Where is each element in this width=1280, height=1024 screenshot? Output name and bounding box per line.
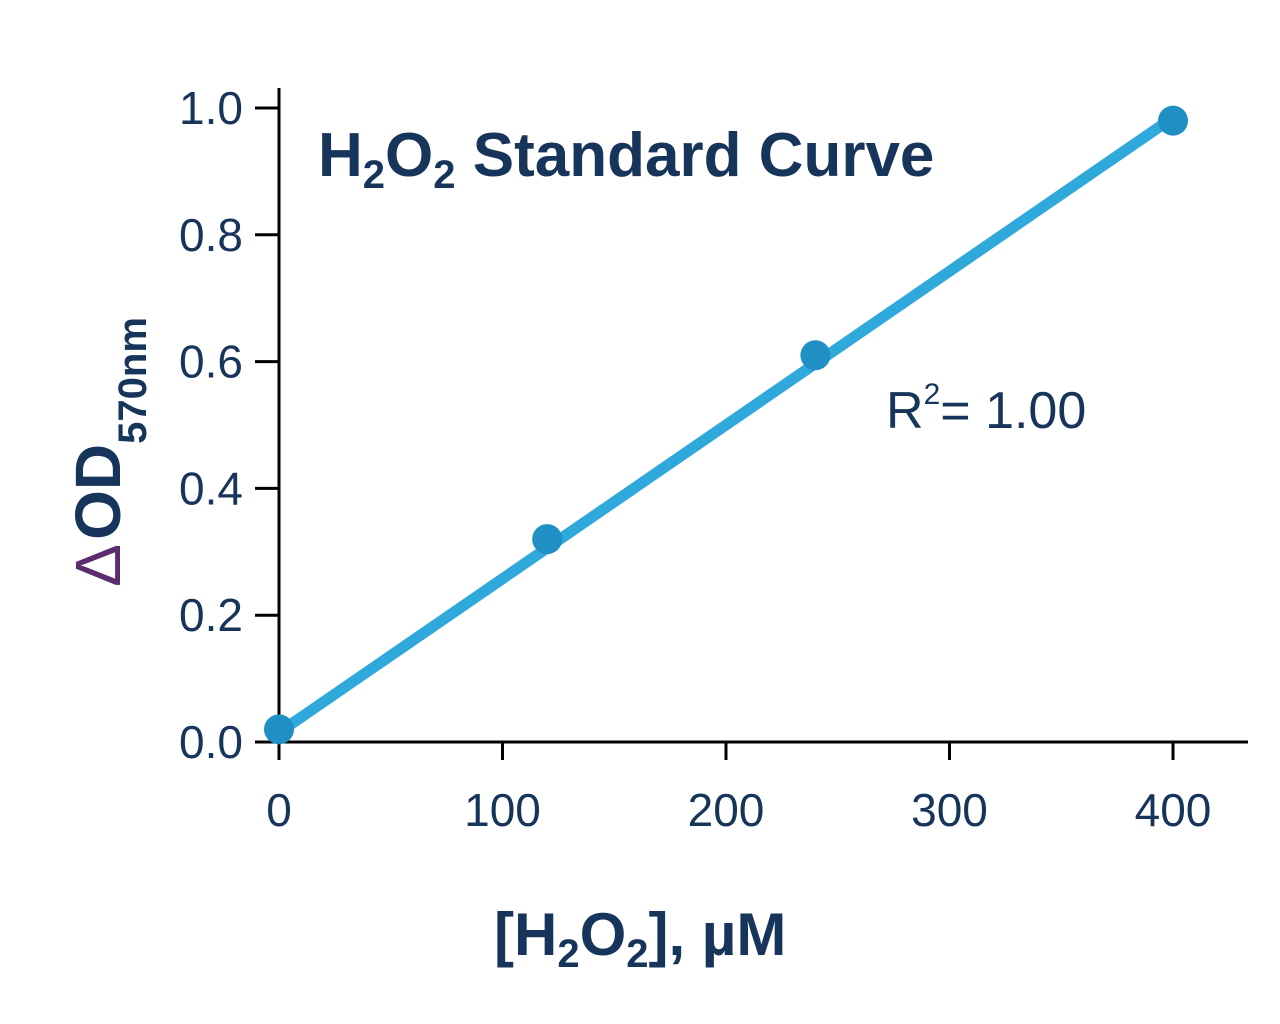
data-point [532,524,563,555]
y-tick-label: 0.4 [179,462,243,514]
fit-line [273,112,1179,738]
data-point [800,340,831,371]
x-tick-label: 200 [688,784,765,836]
axes [277,88,1248,758]
x-axis-label: [H2O2], µM [494,901,786,976]
x-tick-label: 300 [911,784,988,836]
data-point [264,714,294,745]
x-ticks: 0 100 200 300 400 [266,742,1211,836]
y-tick-label: 0.8 [179,209,243,261]
y-tick-label: 0.0 [179,716,243,768]
series-layer [264,105,1188,745]
y-tick-label: 1.0 [179,82,243,134]
x-tick-label: 100 [464,784,541,836]
data-point [1158,105,1188,136]
y-tick-label: 0.6 [179,336,243,388]
r-squared-annotation: R2= 1.00 [886,378,1086,440]
x-tick-label: 0 [266,784,292,836]
y-ticks: 0.0 0.2 0.4 0.6 0.8 1.0 [179,82,279,768]
chart-title: H2O2 Standard Curve [318,121,934,197]
y-tick-label: 0.2 [179,589,243,641]
x-tick-label: 400 [1135,784,1212,836]
y-axis-label: ∆OD570nm [62,317,155,585]
